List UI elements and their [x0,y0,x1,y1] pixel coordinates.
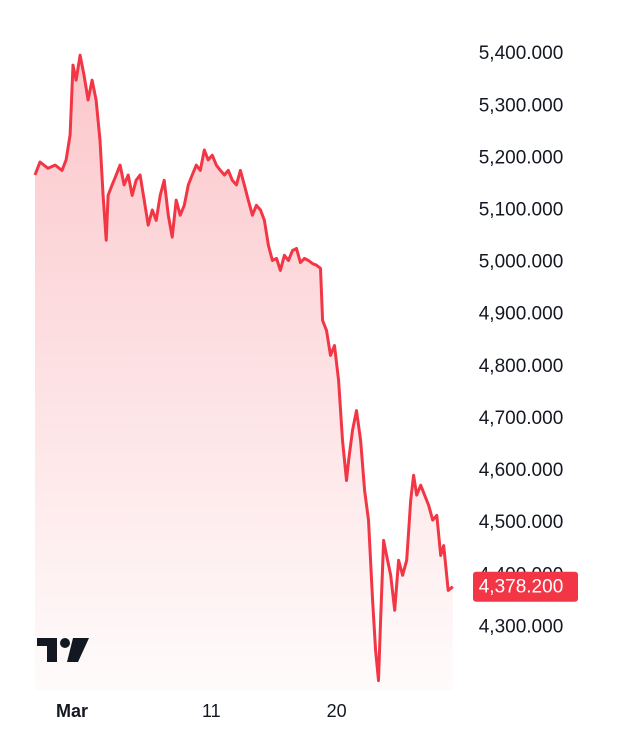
y-tick-label: 4,300.000 [479,616,564,637]
y-tick-label: 5,000.000 [479,252,564,273]
y-tick-label: 4,500.000 [479,512,564,533]
y-tick-label: 5,200.000 [479,147,564,168]
logo-slash [67,638,89,662]
x-tick-label: 20 [327,701,347,721]
plot-area [33,53,454,690]
logo-stem [47,638,57,662]
area-fill [35,55,453,690]
y-tick-label: 5,400.000 [479,43,564,64]
y-tick-label: 4,900.000 [479,304,564,325]
y-tick-label: 4,700.000 [479,408,564,429]
axes: 4,300.0004,400.0004,500.0004,600.0004,70… [56,43,578,721]
y-tick-label: 4,600.000 [479,460,564,481]
y-tick-label: 4,800.000 [479,356,564,377]
x-tick-label: 11 [202,701,221,721]
price-line [33,53,454,683]
tradingview-logo [37,638,89,662]
y-tick-label: 5,100.000 [479,200,564,221]
y-tick-label: 5,300.000 [479,95,564,116]
logo-dot [60,638,70,648]
last-price-badge [473,571,578,602]
x-tick-label: Mar [56,701,88,721]
last-price-label: 4,378.200 [479,577,564,598]
